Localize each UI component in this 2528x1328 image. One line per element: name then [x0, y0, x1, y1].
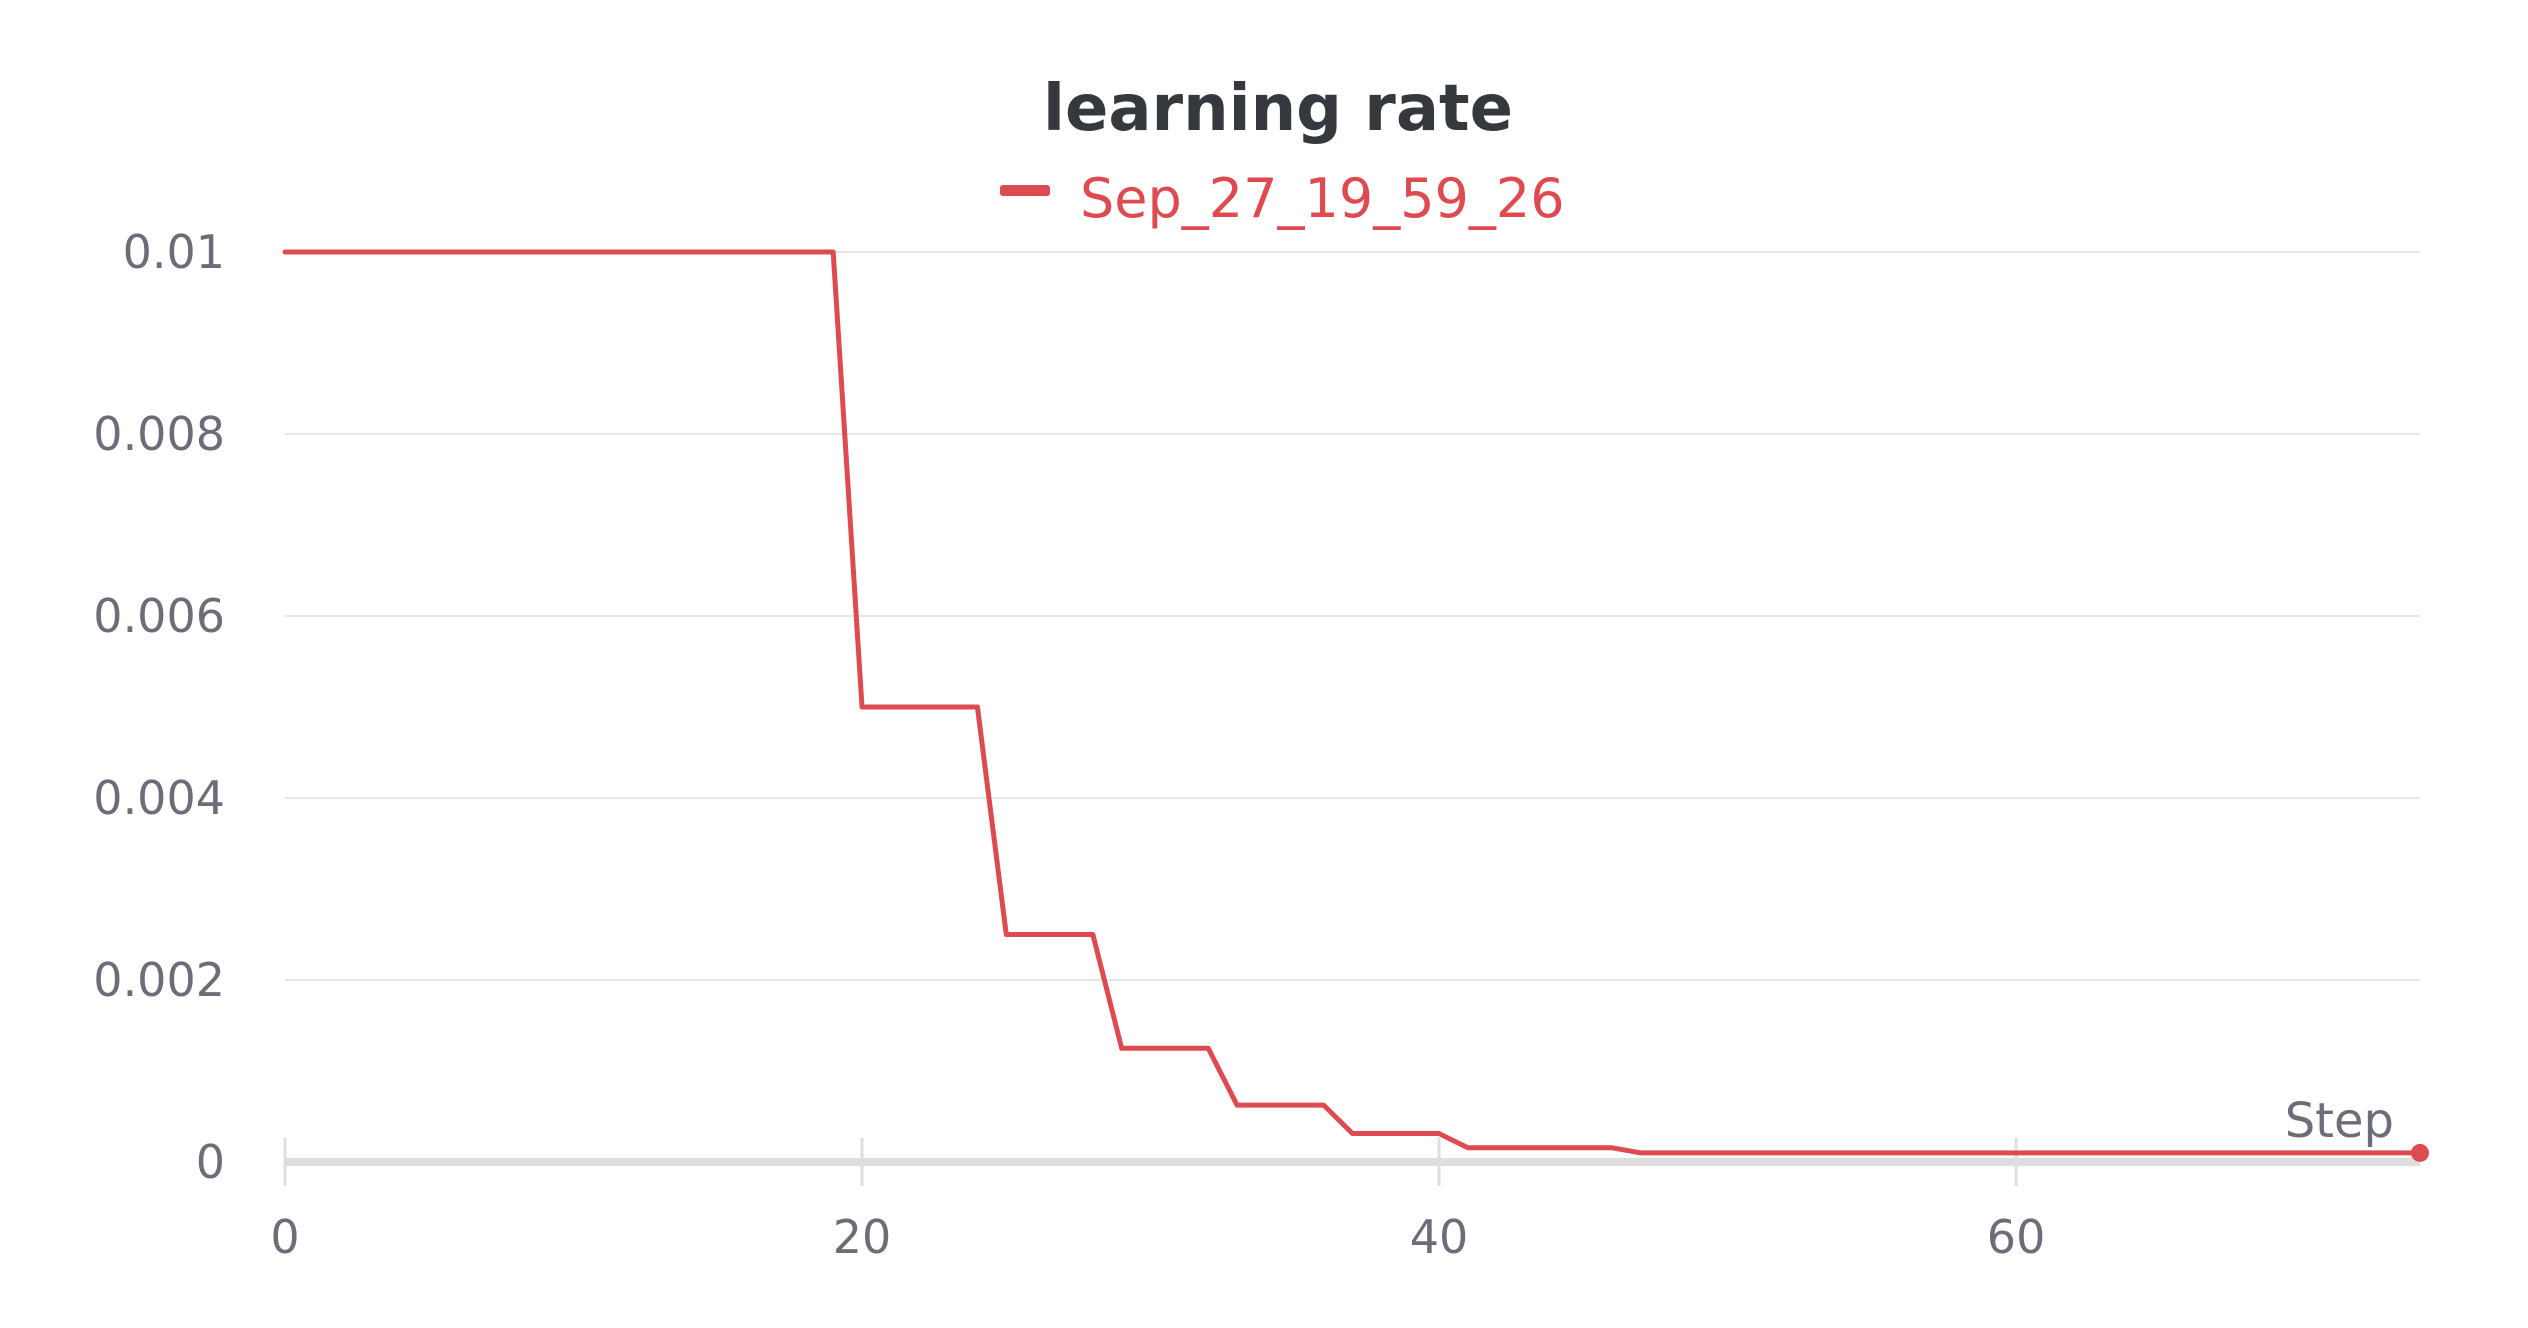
x-axis-ticks: 0 20 40 60: [270, 1138, 2045, 1264]
y-tick-label: 0.006: [93, 589, 225, 643]
gridlines: [285, 251, 2420, 981]
x-tick-label: 40: [1410, 1210, 1469, 1264]
y-tick-label: 0.002: [93, 953, 225, 1007]
chart-title: learning rate: [1043, 72, 1513, 146]
series-end-point[interactable]: [2411, 1143, 2429, 1162]
y-tick-label: 0.008: [93, 407, 225, 461]
y-axis-ticks: 0 0.002 0.004 0.006 0.008 0.01: [93, 225, 225, 1189]
legend-series-label[interactable]: Sep_27_19_59_26: [1080, 167, 1565, 230]
x-axis-label: Step: [2285, 1093, 2394, 1149]
y-tick-label: 0: [196, 1135, 225, 1189]
y-tick-label: 0.01: [123, 225, 225, 279]
legend[interactable]: Sep_27_19_59_26: [1000, 167, 1565, 230]
x-tick-label: 20: [833, 1210, 892, 1264]
legend-swatch: [1000, 185, 1050, 196]
x-tick-label: 60: [1987, 1210, 2046, 1264]
series-layer: [282, 249, 2429, 1162]
y-tick-label: 0.004: [93, 771, 225, 825]
series-line[interactable]: [282, 249, 2423, 1156]
x-tick-label: 0: [270, 1210, 299, 1264]
